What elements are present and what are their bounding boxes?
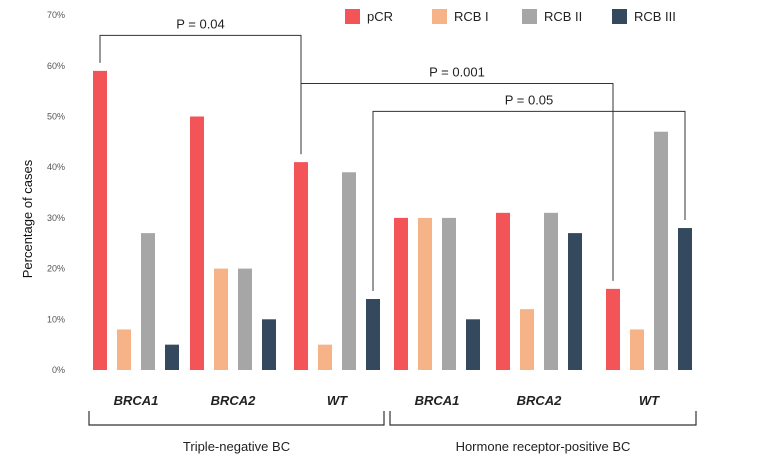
legend-swatch — [432, 9, 447, 24]
bar-rcb-i-1 — [214, 268, 228, 370]
bar-rcb-i-5 — [630, 329, 644, 370]
category-label: BRCA2 — [517, 393, 563, 408]
bar-rcb-iii-0 — [165, 344, 179, 370]
group-bracket — [88, 411, 385, 426]
legend-label: RCB I — [454, 9, 489, 24]
bar-rcb-iii-3 — [466, 319, 480, 370]
bar-rcb-iii-1 — [262, 319, 276, 370]
bar-pcr-1 — [190, 116, 204, 370]
bar-rcb-ii-4 — [544, 212, 558, 370]
y-tick-label: 70% — [47, 10, 65, 20]
bar-pcr-2 — [294, 162, 308, 370]
y-axis-label-group: Percentage of cases — [20, 159, 35, 278]
category-label: WT — [639, 393, 660, 408]
significance-brackets: P = 0.04 P = 0.001 P = 0.05 — [99, 16, 686, 292]
category-label: BRCA1 — [415, 393, 460, 408]
significance-bracket — [372, 110, 686, 292]
legend: pCR RCB I RCB II RCB III — [345, 9, 676, 24]
p-value-label: P = 0.05 — [505, 92, 554, 107]
category-label: WT — [327, 393, 348, 408]
bar-rcb-iii-2 — [366, 299, 380, 370]
y-tick-label: 60% — [47, 61, 65, 71]
bars — [93, 70, 692, 371]
y-tick-label: 50% — [47, 112, 65, 122]
bar-pcr-4 — [496, 212, 510, 370]
p-value-label: P = 0.001 — [429, 65, 485, 80]
bar-pcr-0 — [93, 70, 107, 371]
legend-label: RCB II — [544, 9, 582, 24]
legend-swatch — [345, 9, 360, 24]
category-label: BRCA2 — [211, 393, 257, 408]
category-labels: BRCA1 BRCA2 WT BRCA1 BRCA2 WT — [114, 393, 661, 408]
legend-label: RCB III — [634, 9, 676, 24]
y-axis-label: Percentage of cases — [20, 159, 35, 278]
group-label: Hormone receptor-positive BC — [456, 439, 631, 454]
bar-rcb-iii-5 — [678, 228, 692, 370]
legend-swatch — [522, 9, 537, 24]
group-bracket — [389, 411, 697, 426]
bar-rcb-ii-0 — [141, 233, 155, 370]
bar-rcb-iii-4 — [568, 233, 582, 370]
bar-rcb-i-3 — [418, 217, 432, 370]
legend-swatch — [612, 9, 627, 24]
bar-pcr-3 — [394, 217, 408, 370]
p-value-label: P = 0.04 — [176, 16, 225, 31]
legend-label: pCR — [367, 9, 393, 24]
y-tick-label: 0% — [52, 365, 65, 375]
y-axis-ticks: 0% 10% 20% 30% 40% 50% 60% 70% — [47, 10, 65, 375]
y-tick-label: 20% — [47, 264, 65, 274]
bar-rcb-ii-5 — [654, 131, 668, 370]
bar-rcb-ii-1 — [238, 268, 252, 370]
bar-rcb-i-0 — [117, 329, 131, 370]
bar-rcb-ii-3 — [442, 217, 456, 370]
bar-rcb-i-2 — [318, 344, 332, 370]
y-tick-label: 30% — [47, 213, 65, 223]
bar-rcb-ii-2 — [342, 172, 356, 370]
group-label: Triple-negative BC — [183, 439, 290, 454]
bar-rcb-i-4 — [520, 309, 534, 370]
y-tick-label: 40% — [47, 162, 65, 172]
category-label: BRCA1 — [114, 393, 159, 408]
significance-bracket — [300, 83, 614, 281]
y-tick-label: 10% — [47, 314, 65, 324]
bar-pcr-5 — [606, 288, 620, 370]
group-brackets: Triple-negative BC Hormone receptor-posit… — [88, 411, 697, 454]
